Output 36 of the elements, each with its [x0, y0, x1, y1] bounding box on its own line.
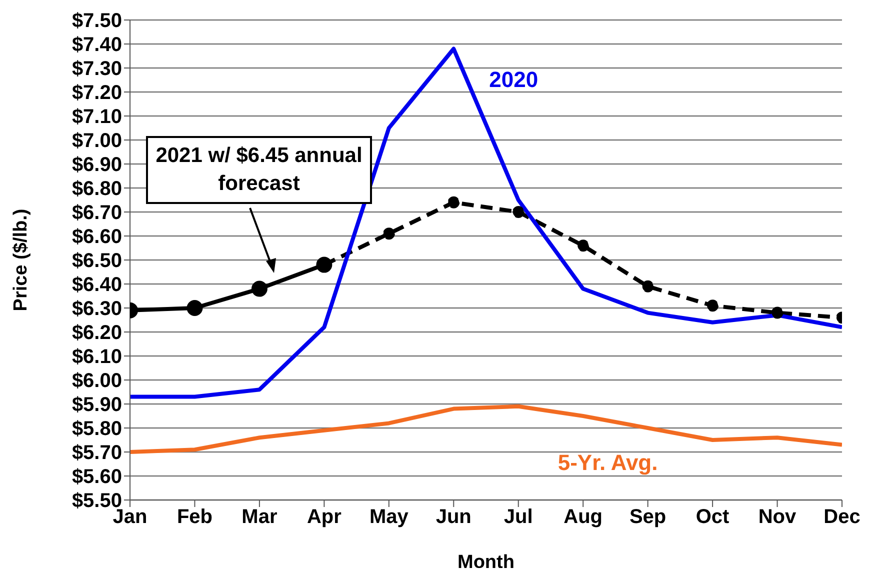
y-tick-label: $7.20 [72, 82, 122, 104]
series-label: 5-Yr. Avg. [558, 450, 658, 475]
y-tick-label: $7.10 [72, 106, 122, 128]
y-tick-label: $6.30 [72, 298, 122, 320]
y-tick-label: $6.40 [72, 274, 122, 296]
y-tick-label: $6.20 [72, 322, 122, 344]
x-tick-label: Feb [176, 506, 213, 528]
x-tick-label: Oct [696, 506, 730, 528]
x-tick-label: Jul [504, 506, 533, 528]
x-tick-label: Aug [564, 506, 603, 528]
x-tick-label: Mar [242, 506, 278, 528]
x-tick-label: May [369, 506, 410, 528]
y-tick-label: $5.70 [72, 442, 122, 464]
y-tick-label: $7.00 [72, 130, 122, 152]
y-tick-label: $5.80 [72, 418, 122, 440]
x-tick-label: Apr [306, 506, 342, 528]
x-axis-title: Month [458, 552, 514, 573]
y-tick-label: $5.90 [72, 394, 122, 416]
x-tick-label: Sep [629, 506, 666, 528]
y-tick-label: $6.70 [72, 202, 122, 224]
x-tick-label: Nov [758, 506, 798, 528]
y-tick-label: $7.40 [72, 34, 122, 56]
x-tick-label: Dec [824, 506, 860, 528]
y-tick-label: $6.90 [72, 154, 122, 176]
y-axis-title: Price ($/lb.) [10, 208, 32, 312]
annotation: 2021 w/ $6.45 annual forecast [146, 136, 372, 204]
series-label: 2020 [489, 66, 538, 92]
y-tick-label: $6.10 [72, 346, 122, 368]
y-tick-label: $5.60 [72, 466, 122, 488]
y-tick-label: $6.80 [72, 178, 122, 200]
y-tick-label: $6.60 [72, 226, 122, 248]
y-tick-label: $6.50 [72, 250, 122, 272]
x-tick-label: Jun [436, 506, 472, 528]
y-tick-label: $7.30 [72, 58, 122, 80]
y-tick-label: $7.50 [72, 10, 122, 32]
y-tick-label: $6.00 [72, 370, 122, 392]
